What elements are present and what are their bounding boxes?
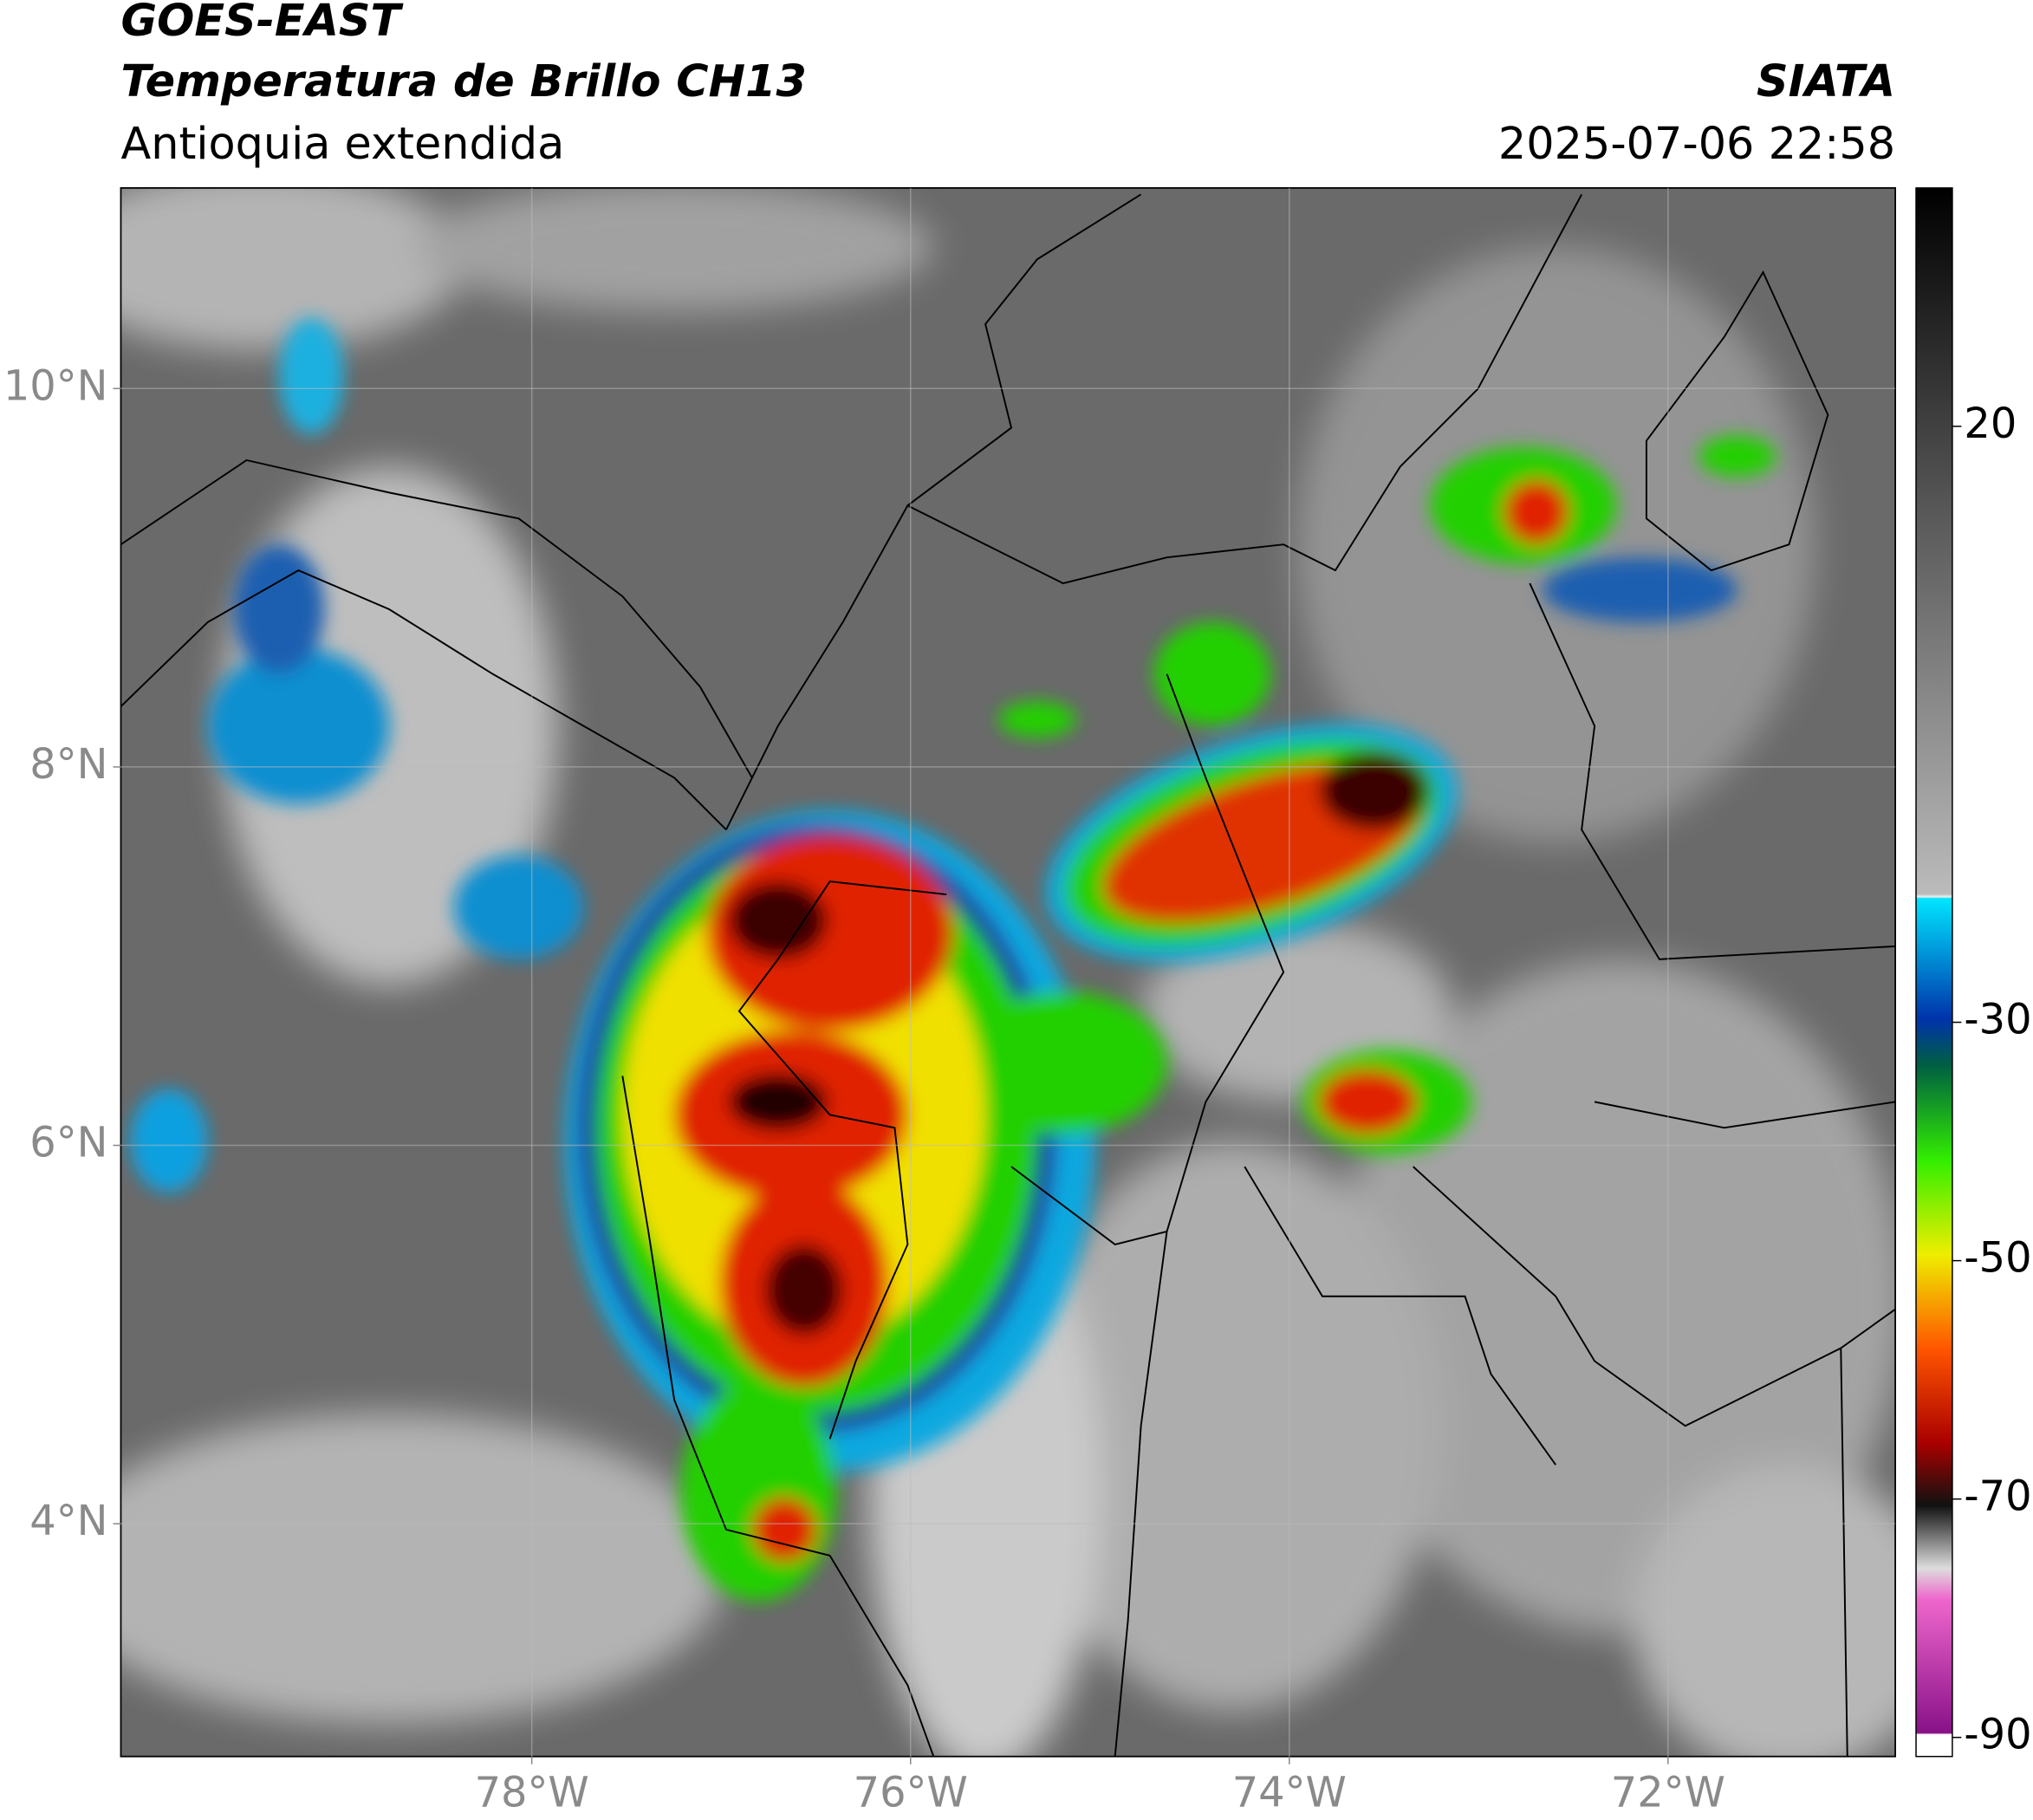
region: Antioquia extendida: [120, 118, 564, 169]
x-tick-label: 76°W: [854, 1770, 968, 1817]
map-frame: [120, 186, 1896, 1758]
y-tick-label: 4°N: [29, 1498, 107, 1545]
colorbar-tick-label: -30: [1964, 997, 2031, 1044]
colorbar: [1915, 187, 1953, 1758]
x-tick-label: 72°W: [1611, 1770, 1725, 1817]
x-tick-label: 78°W: [475, 1770, 589, 1817]
subtitle: Temperatura de Brillo CH13: [120, 55, 806, 107]
timestamp: 2025-07-06 22:58: [1498, 118, 1895, 169]
satellite-image: [120, 187, 1896, 1757]
y-tick-label: 6°N: [29, 1120, 107, 1167]
y-tick-label: 8°N: [29, 741, 107, 789]
source: SIATA: [1757, 55, 1895, 107]
title: GOES-EAST: [120, 0, 404, 46]
x-tick-label: 74°W: [1232, 1770, 1347, 1817]
colorbar-tick-label: -50: [1964, 1235, 2031, 1283]
colorbar-tick-label: -90: [1964, 1712, 2031, 1759]
y-tick-label: 10°N: [3, 362, 108, 410]
colorbar-tick-label: -70: [1964, 1473, 2031, 1521]
colorbar-tick-label: 20: [1964, 400, 2017, 448]
